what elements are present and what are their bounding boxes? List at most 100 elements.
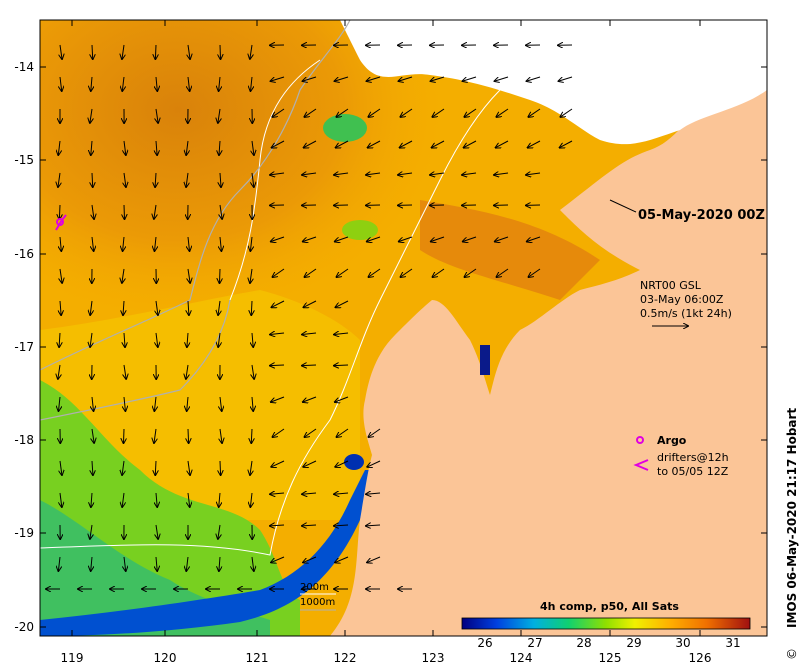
current-vector [91,76,92,91]
current-vector [400,108,413,117]
current-vector [401,268,413,277]
current-vector [252,140,254,155]
current-vector [270,525,285,526]
current-vector [60,44,62,59]
current-vector [431,76,445,81]
current-vector [337,268,349,277]
current-vector [92,396,94,411]
green-patch [323,114,367,142]
current-vector [337,428,349,437]
land [330,20,767,636]
current-vector [272,140,285,148]
current-vector [367,236,381,242]
current-vector [122,268,124,283]
current-vector [302,333,317,335]
current-vector [188,300,189,315]
current-vector [367,556,381,562]
current-vector [366,525,381,526]
current-vector [156,108,158,123]
current-vector [369,268,381,277]
current-vector [92,204,94,219]
current-vector [252,556,254,571]
current-vector [272,108,285,117]
y-tick-label: -17 [14,340,34,354]
current-vector [303,236,317,242]
current-vector [91,492,92,507]
current-vector [92,172,93,187]
current-vector [528,140,541,148]
current-vector [252,364,254,379]
current-vector [92,460,93,475]
current-vector [270,333,285,335]
current-model-label: NRT00 GSL [640,279,702,292]
current-vector [122,76,124,91]
current-vector [220,268,221,283]
current-scale-label: 0.5m/s (1kt 24h) [640,307,732,320]
current-vector [495,76,509,81]
current-vector [303,76,317,81]
current-vector [188,460,190,475]
current-vector [304,108,317,117]
current-vector [431,236,445,242]
current-vector [463,76,477,81]
current-vector [122,492,124,507]
current-vector [186,140,188,155]
current-vector [303,460,317,467]
current-vector [124,396,125,411]
colorbar [461,617,751,630]
current-vector [156,76,157,91]
x-tick-label: 124 [510,651,533,665]
current-vector [302,525,317,526]
current-vector [155,172,156,187]
current-vector [156,556,157,571]
current-vector [368,108,381,117]
current-vector [156,524,158,539]
x-tick-label: 123 [422,651,445,665]
current-vector [463,236,477,242]
current-vector [60,268,62,283]
current-vector [91,556,92,571]
current-vector [60,300,61,315]
drifter-track [55,214,67,231]
current-vector [154,396,156,411]
current-vector [220,396,222,411]
warm-plume [420,200,600,300]
y-axis: -14 -15 -16 -17 -18 -19 -20 [14,60,767,634]
current-vector [156,492,157,507]
current-vector [156,332,158,347]
current-vector [188,76,190,91]
current-vector [186,556,188,571]
current-vector [92,236,94,251]
current-vector [90,300,92,315]
current-vector [334,173,349,175]
x-tick-label: 125 [599,651,622,665]
current-vector [90,108,92,123]
current-vector [368,140,381,148]
current-vector [156,140,157,155]
current-vector [188,44,190,59]
x-tick-label: 119 [61,651,84,665]
current-vector [252,172,254,187]
current-vector [90,524,92,539]
current-vector [186,364,188,379]
current-vector [367,460,381,467]
current-vector [335,460,349,467]
current-vector [220,204,222,219]
current-vector [252,396,253,411]
current-vector [58,140,60,155]
current-vector [59,332,60,347]
current-vector [304,300,317,307]
y-tick-label: -15 [14,153,34,167]
current-vector [58,556,60,571]
credit-text: IMOS 06-May-2020 21:17 Hobart [785,408,799,628]
current-vector [302,493,317,494]
current-vector [526,173,541,175]
current-vector [59,204,60,219]
current-vector [273,428,285,437]
colorbar-tick-label: 30 [675,636,690,650]
current-vector [271,396,285,402]
colorbar-title: 4h comp, p50, All Sats [540,600,679,613]
current-vector [495,236,509,242]
cold-spot [344,454,364,470]
current-vector [464,140,477,148]
